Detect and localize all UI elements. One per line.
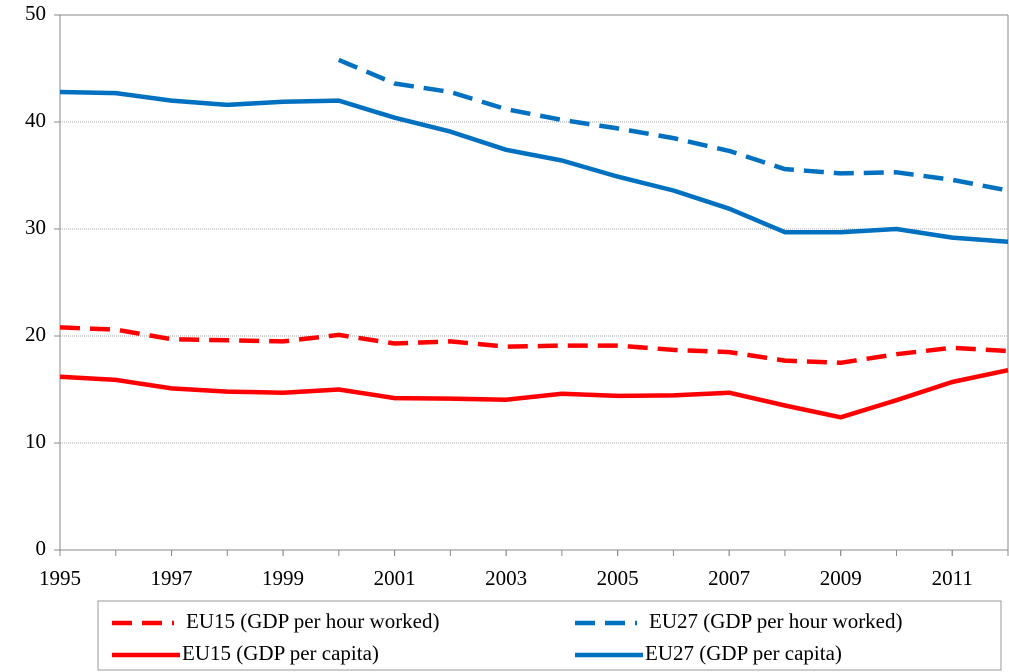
x-tick-label: 1997 [151, 566, 193, 590]
y-tick-label: 0 [36, 536, 47, 560]
series-line [59, 325, 1009, 366]
legend-label: EU27 (GDP per hour worked) [649, 609, 903, 633]
legend-box [97, 600, 1002, 671]
x-tick-label: 2011 [932, 566, 973, 590]
y-tick-label: 50 [25, 1, 46, 25]
legend-label: EU15 (GDP per hour worked) [186, 609, 440, 633]
x-tick-label: 2001 [374, 566, 416, 590]
x-tick-label: 2007 [708, 566, 750, 590]
x-tick-label: 2003 [485, 566, 527, 590]
x-tick-label: 1999 [262, 566, 304, 590]
series-line [59, 89, 1009, 245]
y-tick-label: 40 [25, 108, 46, 132]
x-tick-label: 2009 [820, 566, 862, 590]
series-line [337, 57, 1009, 193]
legend-label: EU15 (GDP per capita) [182, 641, 379, 665]
x-tick-label: 2005 [597, 566, 639, 590]
y-tick-label: 20 [25, 322, 46, 346]
y-tick-label: 10 [25, 429, 46, 453]
series-line [59, 367, 1009, 420]
y-tick-label: 30 [25, 215, 46, 239]
legend-label: EU27 (GDP per capita) [645, 641, 842, 665]
x-tick-label: 1995 [39, 566, 81, 590]
